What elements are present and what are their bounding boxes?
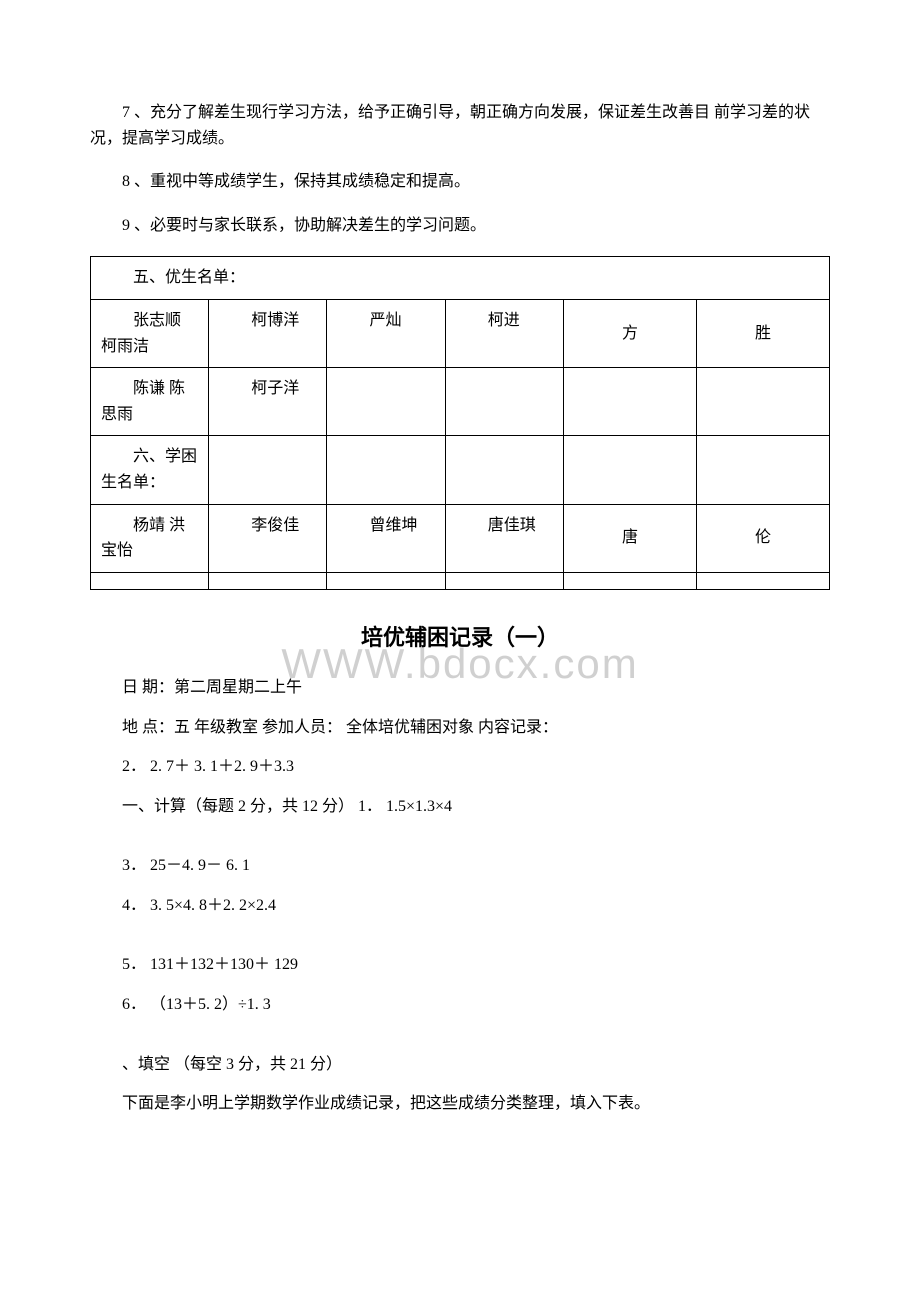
table-cell (563, 572, 696, 589)
table-row: 陈谦 陈思雨 柯子洋 (91, 368, 830, 436)
record-line-5: 3． 25－4. 9－ 6. 1 (90, 853, 830, 879)
table-header-1: 五、优生名单： (91, 257, 830, 300)
table-cell (696, 572, 829, 589)
table-row (91, 572, 830, 589)
table-cell: 方 (563, 299, 696, 367)
table-cell (445, 368, 563, 436)
record-line-2: 地 点：五 年级教室 参加人员： 全体培优辅困对象 内容记录： (90, 715, 830, 741)
table-cell (696, 436, 829, 504)
table-cell: 李俊佳 (209, 504, 327, 572)
table-cell (445, 436, 563, 504)
paragraph-8: 8 、重视中等成绩学生，保持其成绩稳定和提高。 (90, 169, 830, 195)
spacer (90, 932, 830, 952)
table-cell (327, 368, 445, 436)
paragraph-9: 9 、必要时与家长联系，协助解决差生的学习问题。 (90, 213, 830, 239)
table-cell: 柯子洋 (209, 368, 327, 436)
document-content: 7 、充分了解差生现行学习方法，给予正确引导，朝正确方向发展，保证差生改善目 前… (90, 100, 830, 1117)
table-cell: 杨靖 洪宝怡 (91, 504, 209, 572)
record-line-10: 下面是李小明上学期数学作业成绩记录，把这些成绩分类整理，填入下表。 (90, 1091, 830, 1117)
table-cell: 六、学困生名单： (91, 436, 209, 504)
table-cell: 严灿 (327, 299, 445, 367)
paragraph-7: 7 、充分了解差生现行学习方法，给予正确引导，朝正确方向发展，保证差生改善目 前… (90, 100, 830, 151)
table-cell: 胜 (696, 299, 829, 367)
table-cell: 曾维坤 (327, 504, 445, 572)
record-line-9: 、填空 （每空 3 分，共 21 分） (90, 1052, 830, 1078)
table-cell (563, 368, 696, 436)
table-cell (209, 436, 327, 504)
record-line-1: 日 期：第二周星期二上午 (90, 675, 830, 701)
table-cell (327, 572, 445, 589)
table-cell (209, 572, 327, 589)
table-cell (327, 436, 445, 504)
table-cell: 柯进 (445, 299, 563, 367)
table-row: 五、优生名单： (91, 257, 830, 300)
record-line-8: 6． （13＋5. 2）÷1. 3 (90, 992, 830, 1018)
table-cell (91, 572, 209, 589)
table-row: 六、学困生名单： (91, 436, 830, 504)
table-row: 杨靖 洪宝怡 李俊佳 曾维坤 唐佳琪 唐 伦 (91, 504, 830, 572)
table-cell (563, 436, 696, 504)
table-cell (445, 572, 563, 589)
table-cell: 张志顺 柯雨洁 (91, 299, 209, 367)
table-cell: 陈谦 陈思雨 (91, 368, 209, 436)
record-line-7: 5． 131＋132＋130＋ 129 (90, 952, 830, 978)
spacer (90, 833, 830, 853)
table-row: 张志顺 柯雨洁 柯博洋 严灿 柯进 方 胜 (91, 299, 830, 367)
table-cell (696, 368, 829, 436)
table-cell: 唐佳琪 (445, 504, 563, 572)
table-cell: 伦 (696, 504, 829, 572)
section-heading: 培优辅困记录（一） (90, 620, 830, 655)
record-line-6: 4． 3. 5×4. 8＋2. 2×2.4 (90, 893, 830, 919)
record-line-4: 一、计算（每题 2 分，共 12 分） 1． 1.5×1.3×4 (90, 794, 830, 820)
spacer (90, 1032, 830, 1052)
record-line-3: 2． 2. 7＋ 3. 1＋2. 9＋3.3 (90, 754, 830, 780)
student-table: 五、优生名单： 张志顺 柯雨洁 柯博洋 严灿 柯进 方 胜 陈谦 陈思雨 柯子洋… (90, 256, 830, 589)
table-cell: 柯博洋 (209, 299, 327, 367)
table-cell: 唐 (563, 504, 696, 572)
